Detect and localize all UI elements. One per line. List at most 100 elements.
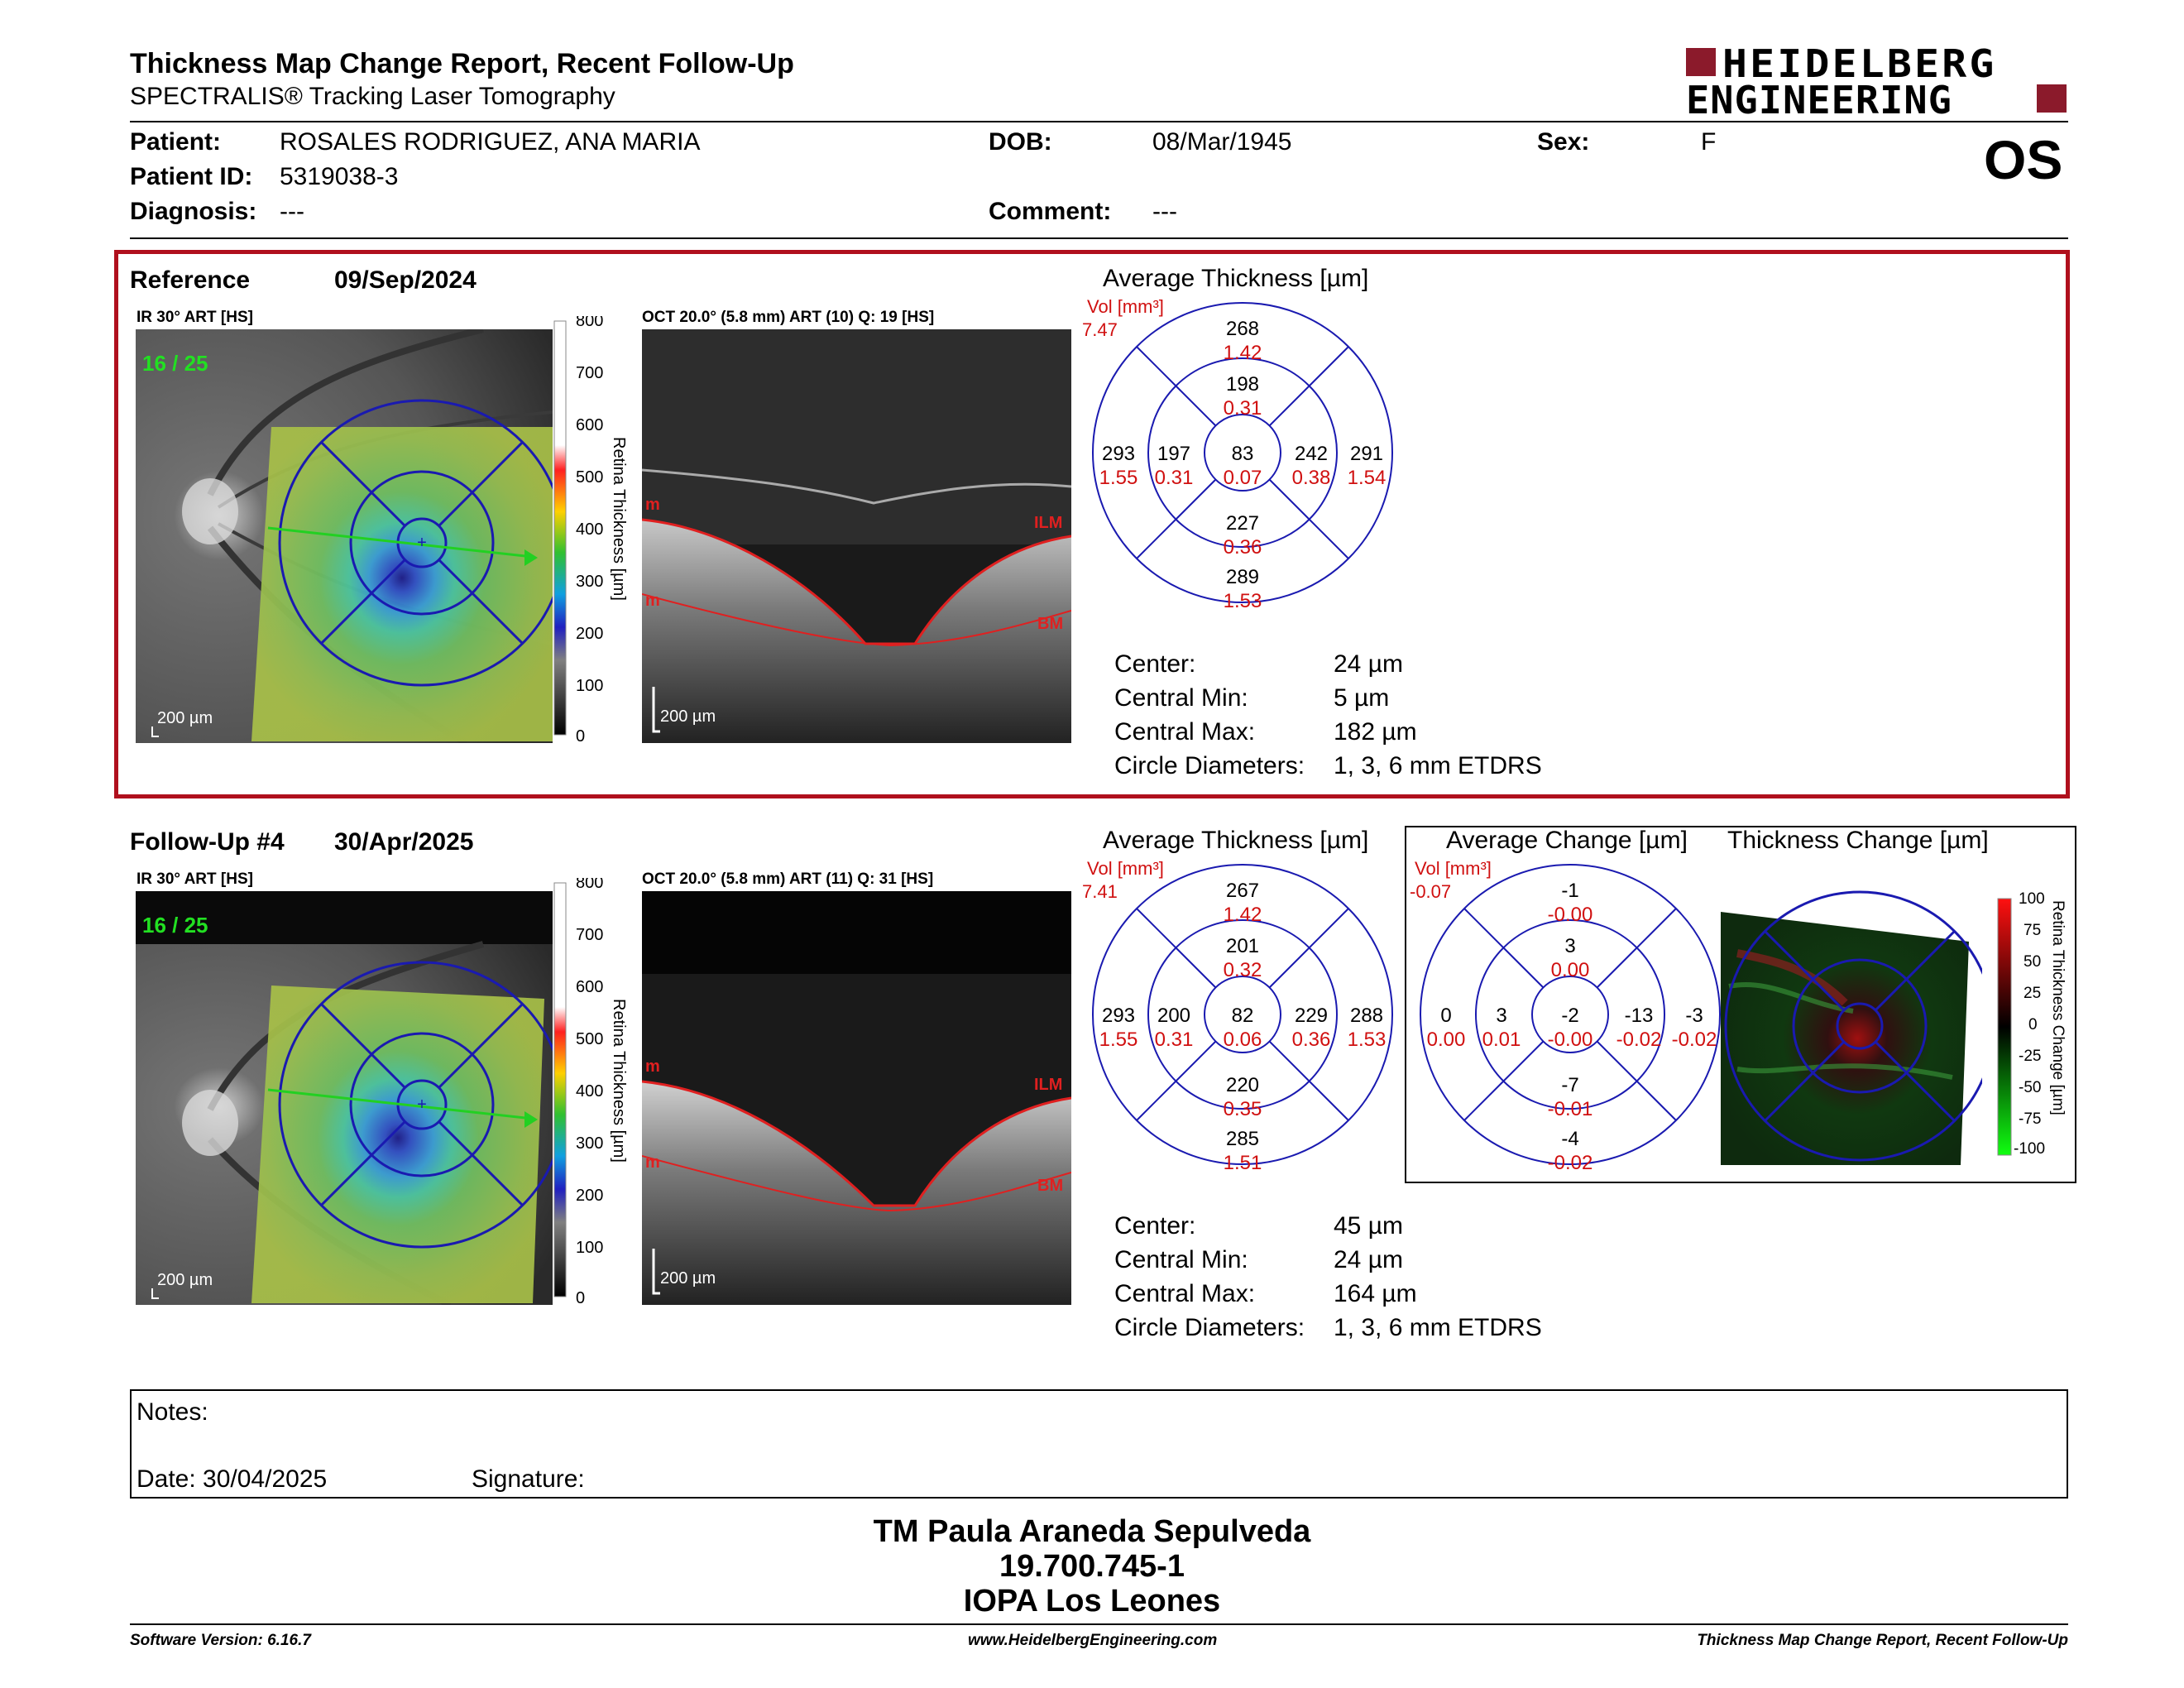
etdrs-outer-tmp-volume: 0.00	[1427, 1029, 1466, 1051]
fu-oct-caption: OCT 20.0° (5.8 mm) ART (11) Q: 31 [HS]	[642, 870, 934, 888]
dob-value: 08/Mar/1945	[1152, 128, 1292, 156]
reference-frame	[114, 250, 2070, 798]
fu-thickness-scale: 800 700 600 500 400 300 200 100 0 Retina…	[553, 874, 635, 1308]
ref-oct-ilm: ILM	[1034, 514, 1062, 532]
thickness-change-map	[1721, 887, 1995, 1165]
scale-tick: 0	[576, 727, 585, 746]
reference-label: Reference	[130, 266, 251, 294]
comment-value: ---	[1152, 198, 1177, 225]
etdrs-center-thickness: 83	[1232, 443, 1254, 465]
dob-label: DOB:	[989, 128, 1052, 156]
etdrs-inner-inf-thickness: 227	[1226, 512, 1259, 535]
etdrs-center-thickness: 82	[1232, 1005, 1254, 1027]
notes-date: Date: 30/04/2025	[136, 1465, 328, 1493]
vol-label: Vol [mm³]	[1087, 296, 1164, 317]
ref-diam-label: Circle Diameters:	[1114, 752, 1305, 779]
fu-ir-scale: 200 µm	[157, 1271, 213, 1289]
etdrs-inner-nas-thickness: 229	[1295, 1005, 1328, 1027]
ref-oct-m-top: m	[645, 496, 660, 514]
ref-center-value: 24 µm	[1334, 650, 1403, 678]
etdrs-outer-inf-volume: -0.02	[1548, 1152, 1593, 1174]
vol-value: -0.07	[1410, 881, 1451, 902]
sex-label: Sex:	[1537, 128, 1590, 156]
ref-ir-scale: 200 µm	[157, 709, 213, 727]
ref-oct-m-bottom: m	[645, 592, 660, 610]
change-scale-tick: 0	[2028, 1016, 2038, 1033]
etdrs-inner-nas-thickness: 242	[1295, 443, 1328, 465]
etdrs-inner-tmp-thickness: 197	[1157, 443, 1190, 465]
scale-tick: 500	[576, 468, 603, 487]
scale-tick: 500	[576, 1030, 603, 1048]
fu-etdrs-grid: 267 1.42 201 0.32 293 1.55 200 0.31 82 0.06 229 0.3…	[1082, 858, 1416, 1182]
logo-square-bottom	[2037, 84, 2067, 113]
change-scale-tick: 50	[2024, 953, 2041, 971]
etdrs-outer-tmp-volume: 1.55	[1099, 467, 1138, 489]
signature-label: Signature:	[472, 1465, 585, 1493]
ref-min-value: 5 µm	[1334, 684, 1390, 712]
svg-text:+: +	[417, 1096, 427, 1114]
etdrs-inner-sup-thickness: 198	[1226, 373, 1259, 396]
report-title: Thickness Map Change Report, Recent Foll…	[130, 48, 794, 79]
report-subtitle: SPECTRALIS® Tracking Laser Tomography	[130, 83, 615, 110]
scale-tick: 300	[576, 573, 603, 591]
fu-oct-bm: BM	[1037, 1177, 1063, 1195]
logo-line-2: ENGINEERING	[1686, 78, 1952, 122]
change-avg-title: Average Change [µm]	[1446, 827, 1688, 854]
ref-center-label: Center:	[1114, 650, 1196, 678]
vol-label: Vol [mm³]	[1415, 858, 1492, 879]
vol-value: 7.41	[1082, 881, 1118, 902]
fu-scale-title: Retina Thickness [µm]	[610, 999, 628, 1163]
change-scale-tick: 100	[2019, 890, 2045, 908]
signer-clinic: IOPA Los Leones	[963, 1584, 1221, 1618]
change-scale-tick: -50	[2019, 1079, 2041, 1096]
reference-date: 09/Sep/2024	[334, 266, 477, 294]
etdrs-center-thickness: -2	[1561, 1005, 1578, 1027]
etdrs-inner-inf-volume: 0.36	[1224, 536, 1262, 559]
fu-fundus-image: + 16 / 25 200 µm	[136, 891, 566, 1308]
etdrs-outer-tmp-volume: 1.55	[1099, 1029, 1138, 1051]
scale-tick: 700	[576, 364, 603, 382]
etdrs-inner-sup-thickness: 3	[1564, 935, 1575, 957]
etdrs-outer-nas-thickness: 288	[1350, 1005, 1383, 1027]
sex-value: F	[1701, 128, 1717, 156]
etdrs-inner-sup-thickness: 201	[1226, 935, 1259, 957]
etdrs-outer-nas-thickness: 291	[1350, 443, 1383, 465]
etdrs-inner-sup-volume: 0.31	[1224, 397, 1262, 420]
scale-tick: 700	[576, 926, 603, 944]
ref-diam-value: 1, 3, 6 mm ETDRS	[1334, 752, 1542, 779]
diagnosis-value: ---	[280, 198, 304, 225]
etdrs-outer-sup-thickness: 268	[1226, 318, 1259, 340]
etdrs-outer-nas-thickness: -3	[1685, 1005, 1703, 1027]
fu-oct-image: m m ILM BM 200 µm	[641, 891, 1072, 1305]
ref-ir-caption: IR 30° ART [HS]	[136, 309, 253, 326]
etdrs-inner-inf-thickness: -7	[1561, 1074, 1578, 1096]
fu-oct-scale: 200 µm	[660, 1269, 716, 1288]
header-rule	[130, 121, 2068, 122]
fu-diam-label: Circle Diameters:	[1114, 1314, 1305, 1341]
fu-oct-m-bottom: m	[645, 1153, 660, 1172]
fu-oct-ilm: ILM	[1034, 1076, 1062, 1094]
change-scale-tick: -75	[2019, 1110, 2041, 1128]
ref-max-value: 182 µm	[1334, 718, 1417, 746]
scale-tick: 400	[576, 1082, 603, 1101]
ref-oct-image: m m ILM BM 200 µm	[641, 329, 1072, 743]
etdrs-outer-sup-thickness: 267	[1226, 880, 1259, 902]
footer-software: Software Version: 6.16.7	[130, 1632, 311, 1649]
etdrs-inner-nas-volume: 0.36	[1292, 1029, 1331, 1051]
notes-box	[130, 1389, 2068, 1499]
change-etdrs-grid: -1 -0.00 3 0.00 0 0.00 3 0.01 -2 -0.00 -13 -0.02 -3-…	[1410, 858, 1744, 1182]
patient-label: Patient:	[130, 128, 222, 156]
logo-line-1: HEIDELBERG	[1722, 41, 1997, 86]
etdrs-center-volume: -0.00	[1548, 1029, 1593, 1051]
etdrs-inner-inf-volume: -0.01	[1548, 1098, 1593, 1120]
signer-id: 19.700.745-1	[999, 1549, 1185, 1584]
fu-diam-value: 1, 3, 6 mm ETDRS	[1334, 1314, 1542, 1341]
fu-avg-title: Average Thickness [µm]	[1103, 827, 1369, 854]
scale-tick: 100	[576, 1239, 603, 1257]
fu-oct-m-top: m	[645, 1057, 660, 1076]
ref-ir-counter: 16 / 25	[142, 351, 208, 376]
ref-min-label: Central Min:	[1114, 684, 1248, 712]
diagnosis-label: Diagnosis:	[130, 198, 257, 225]
change-scale-tick: -25	[2019, 1048, 2041, 1065]
etdrs-outer-inf-thickness: 285	[1226, 1128, 1259, 1150]
